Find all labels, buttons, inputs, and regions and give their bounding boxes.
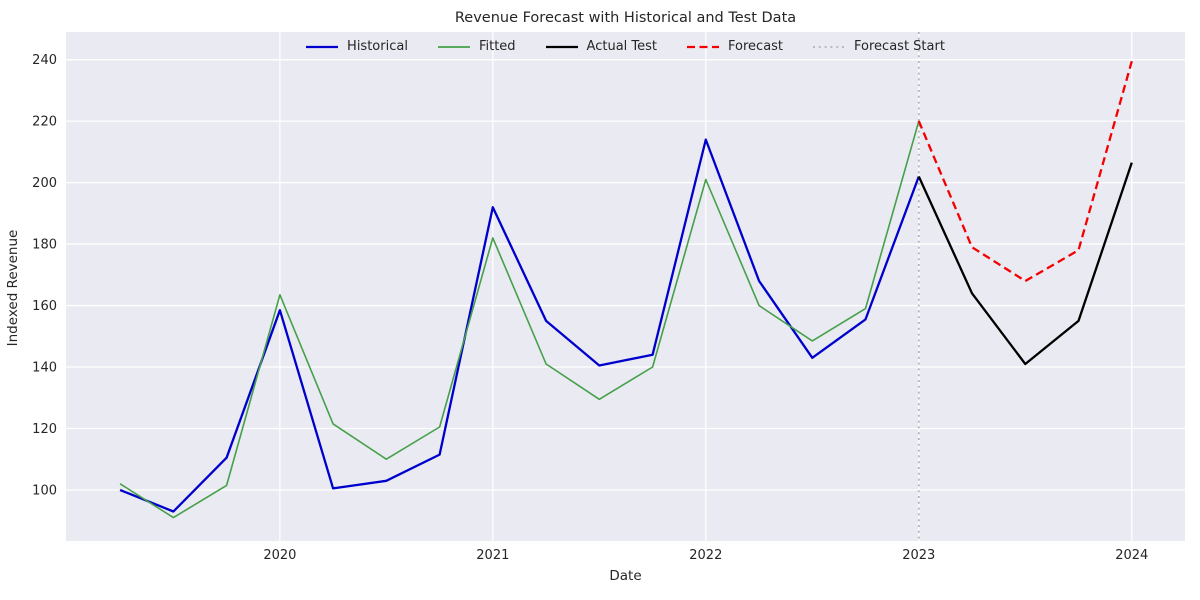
fitted-line [119, 120, 920, 519]
y-tick-label: 240 [32, 53, 57, 68]
y-tick-label: 160 [32, 299, 57, 314]
x-axis-label: Date [609, 568, 642, 584]
y-tick-label: 200 [32, 176, 57, 191]
plot-background [66, 32, 1185, 541]
x-tick-label: 2021 [476, 548, 509, 563]
y-tick-label: 100 [32, 483, 57, 498]
historical-line [119, 138, 920, 513]
actual-test-line [917, 162, 1133, 366]
y-tick-label: 180 [32, 238, 57, 253]
y-axis-label: Indexed Revenue [5, 229, 21, 347]
x-tick-label: 2023 [902, 548, 935, 563]
y-tick-label: 220 [32, 115, 57, 130]
x-tick-label: 2020 [263, 548, 296, 563]
y-tick-label: 120 [32, 422, 57, 437]
y-tick-label: 140 [32, 361, 57, 376]
forecast-line [917, 60, 1133, 283]
x-tick-label: 2022 [689, 548, 722, 563]
chart-title: Revenue Forecast with Historical and Tes… [454, 10, 797, 26]
x-tick-label: 2024 [1115, 548, 1148, 563]
